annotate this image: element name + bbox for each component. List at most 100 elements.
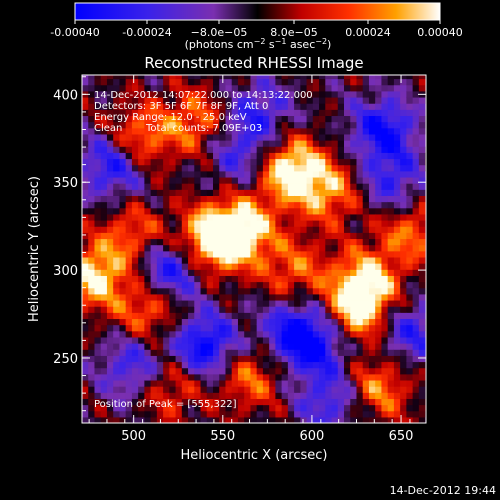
- heatmap-cell: [219, 330, 227, 338]
- heatmap-cell: [88, 232, 96, 240]
- x-tick-label: 550: [210, 429, 235, 444]
- heatmap-cell: [206, 263, 214, 270]
- heatmap-cell: [269, 201, 276, 209]
- heatmap-cell: [306, 220, 314, 227]
- heatmap-cell: [256, 343, 264, 350]
- heatmap-cell: [312, 121, 320, 129]
- heatmap-cell: [100, 232, 108, 240]
- heatmap-cell: [368, 373, 376, 381]
- heatmap-cell: [325, 281, 333, 289]
- heatmap-cell: [138, 115, 145, 123]
- heatmap-cell: [231, 293, 239, 301]
- heatmap-cell: [106, 207, 114, 215]
- heatmap-cell: [337, 115, 345, 123]
- heatmap-cell: [225, 287, 233, 295]
- heatmap-cell: [275, 140, 283, 147]
- heatmap-cell: [237, 164, 245, 172]
- heatmap-cell: [344, 299, 351, 307]
- heatmap-cell: [393, 293, 401, 301]
- heatmap-cell: [281, 170, 289, 178]
- heatmap-cell: [94, 232, 102, 240]
- heatmap-cell: [82, 103, 89, 110]
- heatmap-cell: [362, 299, 370, 307]
- heatmap-cell: [200, 121, 208, 129]
- heatmap-cell: [400, 121, 407, 129]
- heatmap-cell: [163, 416, 170, 423]
- heatmap-cell: [131, 103, 139, 110]
- heatmap-cell: [387, 386, 395, 393]
- heatmap-cell: [188, 336, 195, 344]
- heatmap-cell: [362, 312, 370, 320]
- heatmap-cell: [237, 404, 245, 412]
- heatmap-cell: [275, 232, 283, 240]
- heatmap-cell: [344, 324, 351, 332]
- heatmap-cell: [131, 361, 139, 369]
- heatmap-cell: [119, 109, 127, 117]
- heatmap-cell: [206, 115, 214, 123]
- heatmap-cell: [375, 410, 383, 418]
- heatmap-cell: [275, 281, 283, 289]
- heatmap-cell: [412, 379, 420, 387]
- heatmap-cell: [281, 318, 289, 326]
- heatmap-cell: [269, 293, 276, 301]
- heatmap-cell: [250, 183, 258, 190]
- heatmap-cell: [356, 379, 364, 387]
- heatmap-cell: [412, 416, 420, 423]
- heatmap-cell: [368, 146, 376, 153]
- heatmap-cell: [294, 379, 301, 387]
- heatmap-cell: [387, 244, 395, 252]
- heatmap-cell: [213, 416, 220, 423]
- heatmap-cell: [350, 244, 358, 252]
- heatmap-cell: [262, 164, 270, 172]
- heatmap-cell: [294, 287, 301, 295]
- heatmap-cell: [368, 90, 376, 98]
- heatmap-cell: [387, 312, 395, 320]
- heatmap-cell: [262, 84, 270, 92]
- heatmap-cell: [119, 324, 127, 332]
- heatmap-cell: [393, 386, 401, 393]
- heatmap-cell: [281, 78, 289, 86]
- heatmap-cell: [287, 238, 295, 246]
- heatmap-cell: [206, 201, 214, 209]
- heatmap-cell: [138, 355, 145, 363]
- heatmap-cell: [406, 146, 414, 153]
- heatmap-cell: [206, 146, 214, 153]
- heatmap-cell: [281, 312, 289, 320]
- heatmap-cell: [269, 349, 276, 356]
- heatmap-cell: [231, 189, 239, 196]
- heatmap-cell: [368, 183, 376, 190]
- heatmap-cell: [350, 201, 358, 209]
- heatmap-cell: [175, 75, 183, 80]
- heatmap-cell: [206, 220, 214, 227]
- heatmap-cell: [175, 189, 183, 196]
- heatmap-cell: [412, 349, 420, 356]
- heatmap-cell: [375, 189, 383, 196]
- heatmap-cell: [331, 336, 339, 344]
- heatmap-cell: [82, 281, 89, 289]
- heatmap-cell: [375, 392, 383, 399]
- heatmap-cell: [231, 306, 239, 313]
- heatmap-cell: [188, 281, 195, 289]
- heatmap-cell: [194, 84, 202, 92]
- heatmap-cell: [319, 250, 326, 258]
- heatmap-cell: [287, 250, 295, 258]
- heatmap-cell: [312, 324, 320, 332]
- heatmap-cell: [418, 115, 426, 123]
- heatmap-cell: [294, 256, 301, 264]
- heatmap-cell: [356, 306, 364, 313]
- heatmap-cell: [200, 281, 208, 289]
- heatmap-cell: [150, 250, 158, 258]
- heatmap-cell: [156, 287, 164, 295]
- heatmap-cell: [150, 127, 158, 135]
- heatmap-cell: [88, 250, 96, 258]
- heatmap-cell: [281, 226, 289, 233]
- heatmap-cell: [275, 121, 283, 129]
- heatmap-cell: [175, 275, 183, 283]
- heatmap-cell: [312, 96, 320, 104]
- heatmap-cell: [125, 379, 133, 387]
- heatmap-cell: [406, 355, 414, 363]
- heatmap-cell: [331, 170, 339, 178]
- heatmap-cell: [150, 361, 158, 369]
- heatmap-cell: [144, 250, 152, 258]
- heatmap-cell: [188, 349, 195, 356]
